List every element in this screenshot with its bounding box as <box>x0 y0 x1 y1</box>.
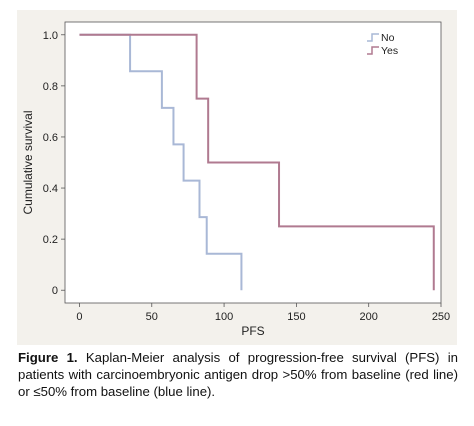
series-line-yes <box>79 33 435 291</box>
series-line-no <box>79 33 243 291</box>
y-axis-label: Cumulative survival <box>21 110 35 214</box>
y-tick-label: 0.8 <box>43 81 58 93</box>
x-tick-label: 250 <box>432 311 450 323</box>
legend-label-no: No <box>381 32 395 44</box>
x-tick-label: 100 <box>215 311 233 323</box>
caption-label: Figure 1. <box>18 350 78 365</box>
y-tick-label: 0 <box>52 285 58 297</box>
x-tick-label: 150 <box>287 311 305 323</box>
x-tick-label: 0 <box>76 311 82 323</box>
figure-panel: 0 0.2 0.4 0.6 0.8 1.0 0 50 100 150 200 250 PFS Cumula… <box>17 10 457 345</box>
x-tick-label: 50 <box>146 311 158 323</box>
y-tick-label: 0.4 <box>43 183 58 195</box>
legend-swatch-yes <box>367 46 379 55</box>
y-tick-label: 0.6 <box>43 132 58 144</box>
figure-caption: Figure 1. Kaplan-Meier analysis of progr… <box>18 349 458 400</box>
legend-swatch-no <box>367 33 379 42</box>
caption-text: Kaplan-Meier analysis of progression-fre… <box>18 350 458 399</box>
x-axis-label: PFS <box>241 324 264 338</box>
x-tick-label: 200 <box>360 311 378 323</box>
y-tick-label: 0.2 <box>43 234 58 246</box>
legend-label-yes: Yes <box>381 45 398 57</box>
y-tick-label: 1.0 <box>43 30 58 42</box>
km-chart: 0 0.2 0.4 0.6 0.8 1.0 0 50 100 150 200 250 PFS Cumula… <box>21 21 450 338</box>
